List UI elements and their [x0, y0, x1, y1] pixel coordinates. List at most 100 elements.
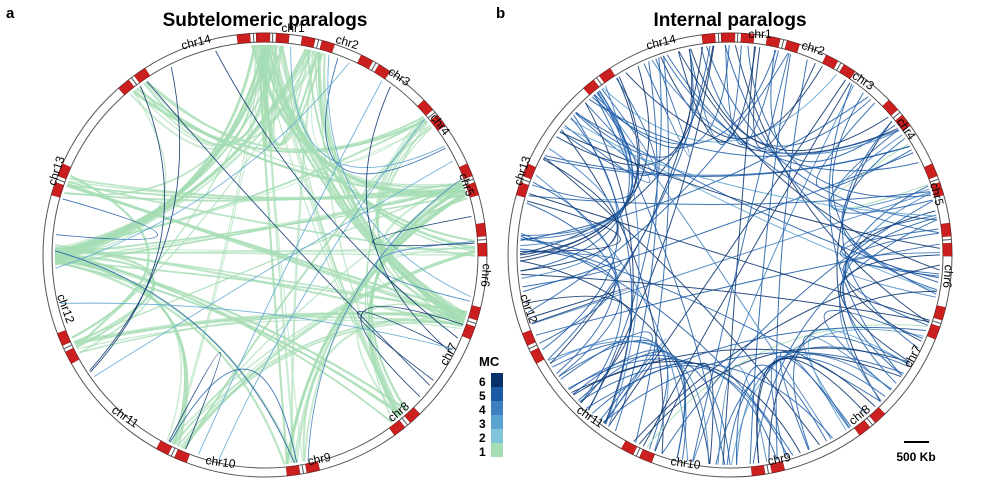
paralog-link [375, 241, 475, 302]
paralog-link [360, 305, 464, 397]
paralog-link [296, 194, 467, 463]
chromosome-boundary-tick [63, 344, 73, 350]
paralog-link [575, 112, 939, 283]
paralog-link [588, 98, 899, 157]
paralog-link [54, 260, 286, 465]
paralog-link [561, 129, 664, 454]
telomere-block [133, 67, 151, 84]
paralog-link [802, 335, 892, 428]
paralog-link [839, 192, 931, 402]
paralog-link [735, 364, 828, 465]
paralog-link [168, 352, 221, 450]
panel-a: a Subtelomeric paralogs chr1 chr2 chr3 c… [6, 5, 494, 478]
paralog-link [828, 83, 903, 377]
paralog-link [290, 46, 445, 168]
panel-a-letter: a [6, 5, 15, 22]
paralog-link [67, 181, 476, 257]
paralog-link [521, 147, 618, 279]
paralog-link [770, 49, 896, 163]
telomere-block [275, 33, 290, 44]
paralog-link [643, 58, 691, 157]
telomere-block [319, 40, 335, 54]
paralog-link [661, 200, 934, 454]
paralog-link [596, 92, 832, 440]
paralog-link [692, 53, 790, 462]
telomere-block [701, 33, 716, 44]
telomere-block [721, 32, 736, 43]
mc-legend-swatch [491, 415, 503, 429]
paralog-link [259, 45, 269, 150]
panel-b-chromosome-boundaries [521, 33, 952, 474]
panel-b-links [519, 44, 941, 466]
telomere-block [458, 163, 473, 180]
paralog-link [543, 156, 820, 446]
telomere-block [895, 114, 911, 131]
paralog-link [531, 94, 639, 201]
paralog-link [55, 198, 158, 240]
paralog-link [528, 191, 931, 206]
paralog-link [520, 200, 621, 252]
chromosome-boundary-tick [635, 447, 641, 457]
paralog-link [54, 194, 467, 255]
telomere-block [530, 347, 545, 364]
paralog-link [692, 85, 855, 462]
paralog-link [519, 45, 714, 255]
paralog-link [523, 152, 914, 293]
paralog-link [520, 158, 618, 272]
chromosome-boundary-tick [929, 178, 939, 183]
paralog-link [736, 353, 893, 465]
chr-label: chr6 [478, 263, 494, 288]
paralog-link [365, 86, 452, 353]
paralog-link [724, 44, 937, 295]
panel-a-telomere-blocks [51, 32, 488, 477]
telomere-block [784, 40, 800, 54]
mc-legend-swatch [491, 429, 503, 443]
paralog-link [367, 188, 465, 419]
telomere-block [516, 182, 529, 198]
paralog-link [690, 48, 889, 152]
paralog-link [177, 314, 467, 447]
paralog-link [520, 248, 621, 377]
paralog-link [547, 45, 711, 361]
telomere-block [522, 163, 537, 180]
mc-legend-swatch [491, 443, 503, 457]
telomere-block [461, 323, 476, 340]
paralog-link [749, 53, 791, 465]
paralog-link [55, 244, 463, 328]
chromosome-boundary-tick [521, 178, 531, 183]
paralog-link [215, 50, 459, 339]
paralog-link [568, 354, 731, 466]
paralog-link [273, 45, 307, 148]
chr-label: chr7 [901, 342, 924, 369]
paralog-link [270, 44, 465, 322]
telomere-block [770, 461, 786, 474]
chromosome-boundary-tick [781, 39, 785, 49]
paralog-link [633, 264, 940, 442]
chromosome-boundary-tick [595, 77, 603, 86]
paralog-link [173, 185, 464, 445]
panel-b: b Internal paralogs chr1 chr2 chr3 chr4 … [496, 5, 956, 478]
chr-label: chr5 [927, 181, 947, 207]
scale-bar: 500 Kb [896, 441, 936, 464]
telomere-block [765, 35, 781, 48]
paralog-link [64, 182, 463, 202]
paralog-link [366, 116, 424, 417]
panel-a-links [54, 44, 476, 465]
chr-label: chr12 [517, 292, 541, 325]
paralog-link [146, 81, 431, 386]
paralog-link [768, 290, 937, 462]
paralog-link [55, 247, 475, 254]
paralog-link [145, 81, 424, 151]
paralog-link [67, 182, 466, 321]
paralog-link [70, 174, 150, 339]
telomere-block [285, 465, 301, 477]
paralog-link [779, 351, 850, 450]
paralog-link [177, 249, 476, 447]
telomere-block [923, 163, 938, 180]
paralog-link [642, 82, 851, 447]
chromosome-boundary-tick [427, 111, 436, 119]
paralog-link [591, 49, 777, 145]
paralog-link [678, 51, 940, 271]
chromosome-boundary-tick [371, 62, 377, 71]
